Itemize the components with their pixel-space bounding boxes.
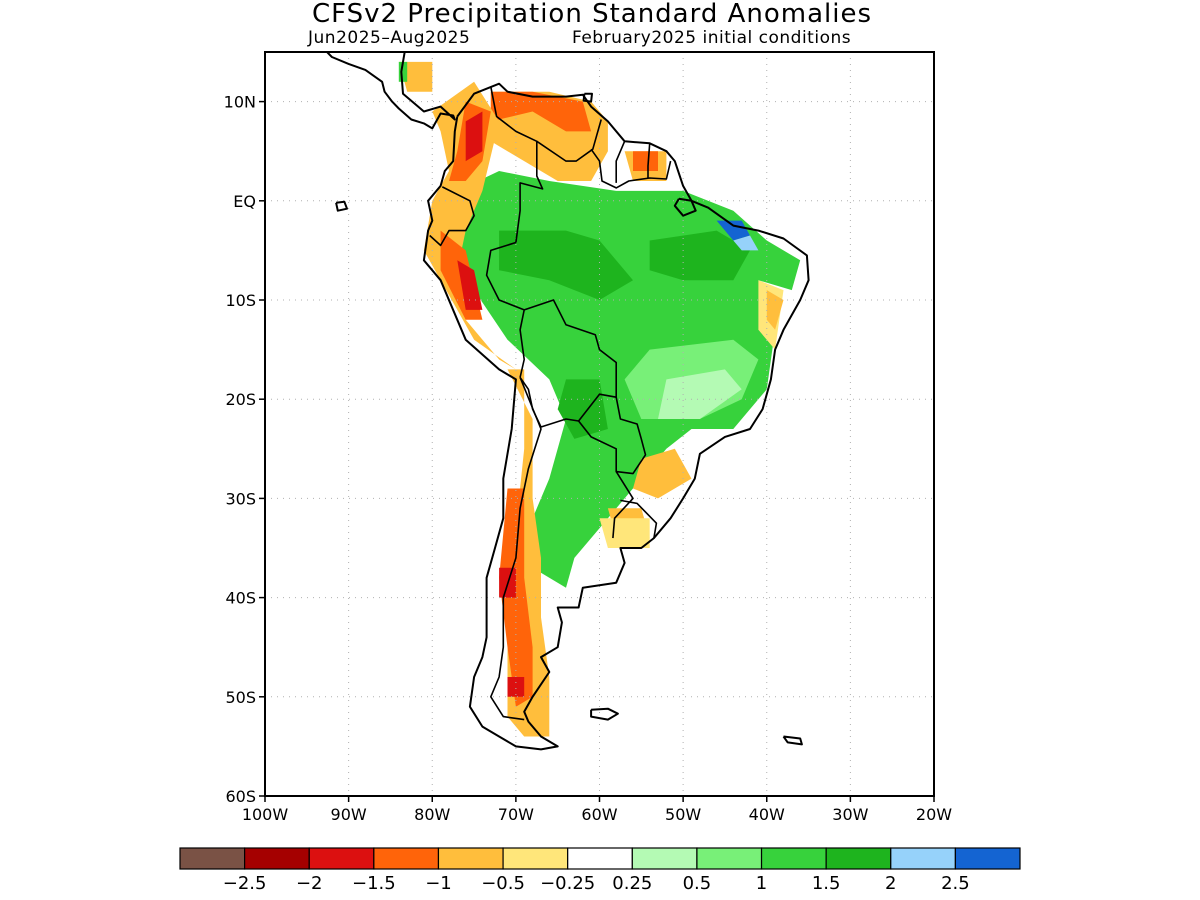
colorbar-swatch: [954, 847, 1021, 870]
coastline-amazon-mouth: [673, 197, 697, 217]
anomaly-region-neg_1.5_2: [507, 677, 525, 697]
anomaly-region-pos_1.5_2: [649, 230, 750, 281]
coastline-falklands: [590, 707, 619, 721]
colorbar-label: 0.25: [612, 873, 652, 894]
anomaly-region-neg_1.5_2: [457, 260, 483, 310]
colorbar: −2.5 −2 −1.5 −1 −0.5 −0.25 0.25 0.5 1 1.5 2 2.5: [179, 847, 1021, 894]
colorbar-label: −2.5: [223, 873, 267, 894]
colorbar-swatch: [890, 847, 956, 870]
colorbar-swatch: [373, 847, 440, 870]
colorbar-label: 2.5: [941, 873, 970, 894]
colorbar-label: −1: [425, 873, 452, 894]
colorbar-label: −1.5: [352, 873, 396, 894]
lat-tick-label: 10S: [225, 291, 256, 310]
colorbar-swatch: [825, 847, 892, 870]
country-border: [620, 499, 658, 539]
initial-conditions: February2025 initial conditions: [572, 28, 852, 48]
country-border: [536, 119, 602, 162]
colorbar-label: 1.5: [812, 873, 841, 894]
anomaly-region-pos_2_2.5: [733, 235, 759, 251]
coastline-caribbean-isl: [582, 92, 593, 103]
country-border: [429, 186, 475, 247]
coastline-south-america: [422, 82, 810, 751]
country-border: [490, 86, 544, 243]
country-border: [615, 140, 626, 183]
colorbar-swatch: [502, 847, 569, 870]
coastlines: [325, 52, 810, 751]
anomaly-region-neg_0.5_1: [633, 448, 692, 499]
lat-tick-label: EQ: [233, 192, 256, 211]
lon-tick-label: 60W: [581, 805, 617, 824]
country-border: [485, 241, 526, 378]
anomaly-region-neg_1_1.5: [490, 91, 592, 132]
lat-tick-label: 10N: [224, 93, 256, 112]
country-border: [647, 143, 651, 178]
coastline-galapagos: [335, 200, 348, 212]
graticule: [265, 52, 934, 796]
colorbar-swatch: [244, 847, 310, 870]
colorbar-swatch: [437, 847, 504, 870]
lon-tick-label: 30W: [832, 805, 868, 824]
country-border: [577, 397, 647, 475]
colorbar-label: 0.5: [683, 873, 712, 894]
lon-tick-label: 20W: [916, 805, 952, 824]
coastline-south-georgia: [782, 735, 803, 746]
colorbar-label: 2: [885, 873, 896, 894]
colorbar-label: −0.5: [481, 873, 525, 894]
anomaly-region-neg_1.5_2: [465, 111, 483, 162]
lat-tick-label: 30S: [225, 489, 256, 508]
lat-tick-label: 20S: [225, 390, 256, 409]
lat-tick-label: 50S: [225, 688, 256, 707]
lon-tick-label: 80W: [414, 805, 450, 824]
lon-tick-label: 50W: [665, 805, 701, 824]
lon-tick-label: 90W: [331, 805, 367, 824]
colorbar-swatch: [179, 847, 246, 870]
coastline-central-america: [325, 52, 456, 130]
colorbar-label: −0.25: [540, 873, 595, 894]
lat-tick-label: 40S: [225, 589, 256, 608]
colorbar-swatch: [760, 847, 827, 870]
country-border: [489, 377, 542, 721]
anomaly-region-pos_1.5_2: [557, 379, 608, 439]
lat-tick-label: 60S: [225, 787, 256, 806]
country-border: [612, 471, 634, 539]
anomaly-region-neg_0.5_1: [766, 290, 784, 330]
lon-tick-label: 70W: [498, 805, 534, 824]
anomaly-region-pos_2.5_plus: [716, 220, 750, 241]
forecast-period: Jun2025–Aug2025: [308, 28, 471, 48]
anomaly-region-neg_0.25_0.5: [599, 518, 650, 548]
axis-ticks: 100W 90W 80W 70W 60W 50W 40W 30W 20W 10N EQ 10S 20S 3…: [224, 93, 953, 824]
colorbar-swatch: [567, 847, 633, 870]
colorbar-swatch: [308, 847, 375, 870]
lon-tick-label: 40W: [749, 805, 785, 824]
colorbar-label: 1: [756, 873, 767, 894]
anomaly-region-pos_1.5_2: [499, 230, 633, 300]
colorbar-label: −2: [296, 873, 323, 894]
anomaly-region-neg_1_1.5: [633, 151, 658, 171]
colorbar-swatch: [631, 847, 698, 870]
lon-tick-label: 100W: [242, 805, 289, 824]
country-border: [590, 148, 672, 189]
anomaly-region-neg_0.5_1: [423, 81, 516, 370]
colorbar-swatch: [696, 847, 763, 870]
anomaly-region-pos_0.25_0.5: [658, 369, 742, 419]
map-title: CFSv2 Precipitation Standard Anomalies: [311, 0, 873, 29]
